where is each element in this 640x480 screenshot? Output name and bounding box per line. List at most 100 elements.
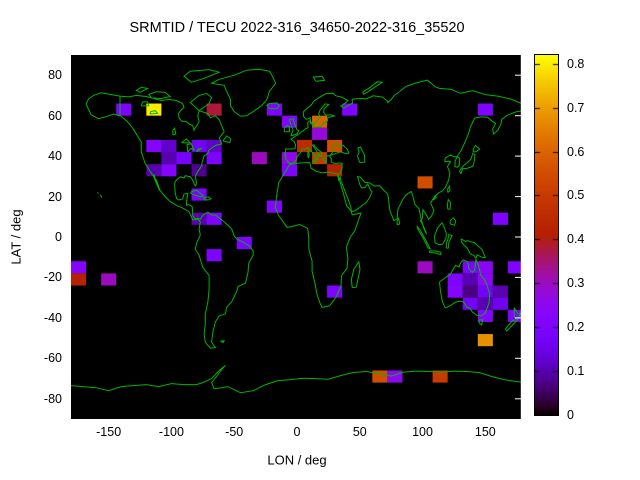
tec-cell [432, 370, 448, 383]
coastline-hispaniola [203, 196, 212, 201]
coastline-new-guinea [460, 238, 487, 260]
coastline-borneo [434, 221, 447, 246]
coastline-java [429, 250, 442, 256]
tec-cell [71, 273, 87, 286]
tec-cell [477, 103, 493, 116]
tec-cell [161, 152, 177, 165]
tec-cell [372, 370, 388, 383]
right-border-tick [515, 74, 523, 76]
tec-cell [161, 164, 177, 177]
tec-cell [176, 152, 192, 165]
coastline-sri-lanka [396, 217, 401, 226]
tec-cell [146, 164, 162, 177]
coastline-cuba [190, 189, 205, 198]
tec-cell [327, 139, 343, 153]
tec-cell [507, 261, 523, 274]
coastline-caspian-sea [357, 146, 366, 164]
y-tick-label: 40 [48, 149, 62, 164]
y-tick-label: -40 [43, 310, 62, 325]
right-border-tick [515, 317, 523, 319]
right-border-tick [515, 115, 523, 117]
tec-cell [312, 127, 328, 140]
tec-cell [462, 285, 478, 298]
coastline-great-slave-lake [149, 110, 159, 115]
tec-cell [477, 309, 493, 322]
world-map [71, 55, 523, 419]
y-tick-label: 0 [55, 230, 62, 244]
plot-title: SRMTID / TECU 2022-316_34650-2022-316_35… [129, 20, 465, 36]
colorbar-tick-label: 0.4 [567, 232, 585, 247]
coastline-tasmania [478, 319, 484, 326]
tec-cell [477, 297, 493, 310]
coastline-hawaii-2 [100, 194, 103, 198]
coastline-ireland [283, 125, 290, 133]
right-border-tick [515, 196, 523, 198]
colorbar-tick-label: 0.7 [567, 100, 585, 115]
colorbar-tick-label: 0 [567, 408, 574, 422]
coastline-japan-hokkaido [472, 144, 481, 153]
map-plot-area [71, 55, 523, 419]
coastline-baja-california [153, 174, 160, 191]
coastline-madagascar [350, 260, 361, 289]
tec-cell [327, 164, 343, 177]
colorbar-tick-label: 0.8 [567, 56, 585, 71]
x-tick-label: 50 [352, 425, 367, 439]
tec-cell [161, 139, 177, 153]
x-tick-label: -50 [225, 425, 244, 439]
coastline-greenland [210, 68, 277, 117]
coastline-uk [288, 118, 300, 137]
tec-cell [492, 297, 508, 310]
coastline-taiwan [447, 184, 451, 193]
coastline-iceland [266, 102, 281, 110]
tec-cell [462, 273, 478, 286]
coastline-luzon [446, 198, 452, 210]
x-tick-label: 100 [412, 425, 433, 439]
coastline-lake-huron-michigan [186, 143, 195, 153]
colorbar-tick-label: 0.5 [567, 188, 585, 203]
tec-cell [312, 115, 328, 128]
coastline-sicily [312, 158, 318, 164]
coastline-antarctica [71, 365, 523, 394]
tec-cell [281, 164, 297, 177]
right-border-tick [515, 276, 523, 278]
coastline-australia [439, 258, 491, 317]
tec-cell [281, 115, 297, 128]
x-tick-label: -150 [96, 425, 122, 439]
tec-cell [266, 200, 282, 213]
coastline-nz-south-island [504, 319, 517, 332]
coastline-ellesmere-island [183, 69, 221, 83]
right-border-tick [515, 155, 523, 157]
coastline-great-bear-lake [140, 101, 150, 107]
tec-cell [477, 273, 493, 286]
tec-cell [101, 273, 117, 286]
coastline-hawaii-1 [97, 192, 99, 194]
colorbar-tick-label: 0.3 [567, 276, 585, 291]
coastline-victoria-island [147, 91, 172, 100]
coastline-eurasia-north [284, 79, 523, 159]
colorbar [534, 54, 559, 416]
coastline-lake-erie-ontario [196, 147, 202, 153]
tec-cell [492, 212, 508, 225]
colorbar-tick-label: 0.1 [567, 364, 585, 379]
tec-cell [492, 285, 508, 298]
coastline-japan-honshu [459, 152, 476, 175]
coastline-eurasia-south [285, 110, 523, 235]
right-border-tick [515, 357, 523, 359]
tec-cell [206, 103, 222, 116]
tec-cell [116, 103, 132, 116]
tec-cell [477, 334, 493, 347]
tec-cell [477, 285, 493, 298]
y-tick-label: -20 [43, 270, 62, 285]
coastline-novaya-zemlya [362, 81, 384, 95]
tec-cell [417, 261, 433, 274]
x-tick-label: -100 [158, 425, 184, 439]
y-tick-label: 60 [48, 108, 62, 123]
coastline-baffin-island [189, 92, 213, 112]
tec-cell [71, 261, 87, 274]
tec-cell [251, 152, 267, 165]
colorbar-tick-label: 0.6 [567, 144, 585, 159]
coastline-sulawesi [445, 233, 453, 249]
y-tick-label: -80 [43, 391, 62, 406]
tec-cell [206, 152, 222, 165]
